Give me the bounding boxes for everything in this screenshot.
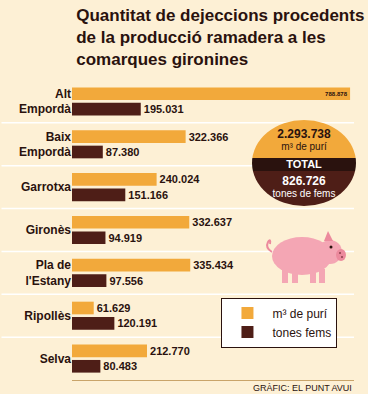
svg-text:80.483: 80.483 — [103, 360, 137, 372]
html-text:826.726: 826.726 — [282, 174, 326, 188]
svg-text:195.031: 195.031 — [144, 103, 184, 115]
svg-text:240.024: 240.024 — [160, 173, 201, 185]
html-text:2.293.738: 2.293.738 — [277, 127, 331, 141]
svg-text:AltEmpordà: AltEmpordà — [19, 87, 71, 117]
svg-text:BaixEmpordà: BaixEmpordà — [19, 130, 71, 160]
html-text:tones de fems: tones de fems — [272, 188, 336, 199]
svg-text:87.380: 87.380 — [106, 146, 140, 158]
svg-text:GRÀFIC: EL PUNT AVUI: GRÀFIC: EL PUNT AVUI — [253, 383, 352, 393]
svg-text:Selva: Selva — [40, 352, 72, 366]
svg-text:61.629: 61.629 — [97, 302, 131, 314]
svg-text:322.366: 322.366 — [189, 131, 229, 143]
svg-text:Quantitat de dejeccions proced: Quantitat de dejeccions procedentsde la … — [76, 6, 364, 69]
svg-text:Gironès: Gironès — [26, 223, 72, 237]
svg-text:97.556: 97.556 — [109, 275, 143, 287]
svg-text:Pla del'Estany: Pla del'Estany — [25, 258, 71, 288]
svg-text:tones fems: tones fems — [272, 326, 331, 340]
svg-text:94.919: 94.919 — [108, 232, 142, 244]
svg-text:m³ de purí: m³ de purí — [272, 307, 327, 321]
svg-text:Garrotxa: Garrotxa — [21, 180, 71, 194]
svg-text:151.166: 151.166 — [128, 189, 168, 201]
svg-text:120.191: 120.191 — [117, 317, 157, 329]
svg-text:335.434: 335.434 — [193, 259, 234, 271]
svg-text:788.878: 788.878 — [325, 90, 348, 97]
svg-text:332.637: 332.637 — [192, 216, 232, 228]
html-text:m³ de purí: m³ de purí — [281, 141, 327, 152]
html-text:TOTAL: TOTAL — [286, 158, 322, 170]
svg-text:212.770: 212.770 — [150, 345, 190, 357]
svg-text:Ripollès: Ripollès — [24, 309, 71, 323]
